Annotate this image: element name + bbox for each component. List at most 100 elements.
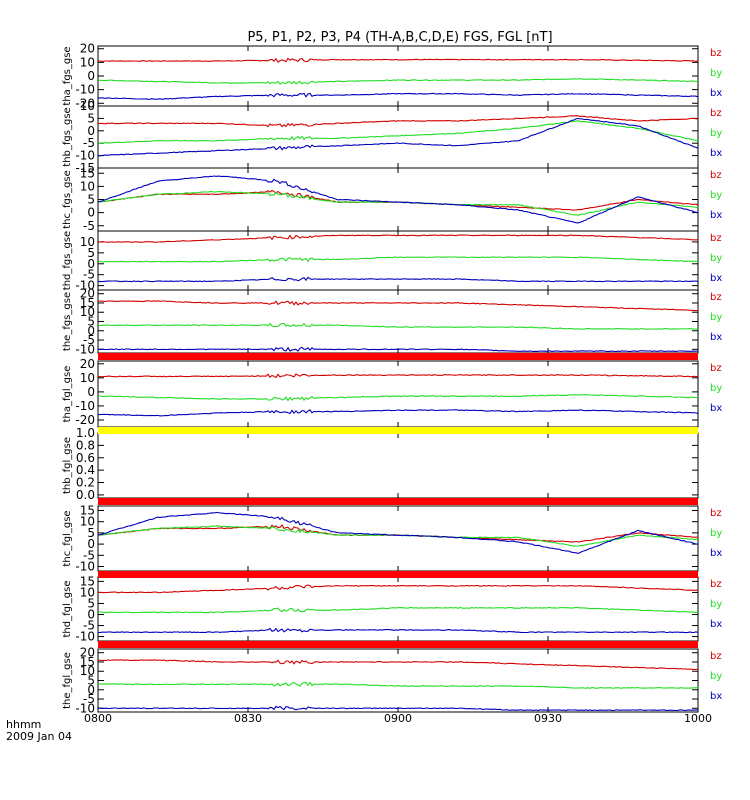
legend-bz: bz [710,48,722,59]
panel-frame [97,289,699,354]
y-tick-label: 5 [87,315,95,329]
y-tick-label: 0 [87,69,95,83]
y-tick-label: -5 [83,692,95,706]
y-tick-label: 1.0 [76,426,95,440]
y-tick-label: 5 [87,674,95,688]
y-axis-label: thd_fgs_gse [62,231,73,290]
y-axis-label: thc_fgs_gse [62,170,73,229]
legend-by: by [710,312,722,323]
legend-by: by [710,68,722,79]
x-tick-label: 0830 [234,712,262,725]
y-tick-label: 10 [80,305,95,319]
status-bar-red [98,571,698,578]
y-tick-label: 15 [80,503,95,517]
y-tick-label: 0.2 [76,476,95,490]
series-bx-line [97,346,699,353]
y-tick-label: -10 [75,630,95,644]
series-bx-line [97,409,699,417]
series-bx-line [97,276,699,283]
series-by-line [97,256,699,263]
y-tick-label: -10 [75,399,95,413]
footer-line1: hhmm [6,718,41,731]
legend-by: by [710,128,722,139]
legend-bz: bz [710,292,722,303]
y-tick-label: 5 [87,526,95,540]
status-bar-yellow [98,427,698,434]
y-tick-label: 5 [87,193,95,207]
y-tick-label: 10 [80,585,95,599]
y-tick-label: 0 [87,683,95,697]
y-tick-label: -5 [83,268,95,282]
series-bz-line [97,115,698,128]
y-tick-label: 10 [80,55,95,69]
y-tick-label: 15 [80,296,95,310]
y-tick-label: 0 [87,124,95,138]
y-axis-label: tha_fgl_gse [62,366,73,423]
series-bx-line [97,705,698,712]
legend-bx: bx [710,548,722,559]
series-bz-line [98,57,699,63]
series-by-line [97,681,699,689]
legend-bx: bx [710,273,722,284]
y-tick-label: -10 [75,279,95,293]
series-bx-line [97,92,699,100]
legend-bz: bz [710,651,722,662]
y-tick-label: 15 [80,574,95,588]
y-tick-label: -5 [83,333,95,347]
y-tick-label: 10 [80,235,95,249]
y-tick-label: -5 [83,219,95,233]
legend-bz: bz [710,579,722,590]
y-tick-label: 0 [87,206,95,220]
panel-frame [97,432,699,499]
series-bx-line [97,627,699,634]
legend-by: by [710,528,722,539]
y-tick-label: 5 [87,246,95,260]
y-tick-label: 20 [80,287,95,301]
y-tick-label: 5 [87,111,95,125]
x-tick-label: 0930 [534,712,562,725]
footer-line2: 2009 Jan 04 [6,730,72,743]
legend-by: by [710,671,722,682]
legend-by: by [710,253,722,264]
series-bz-line [97,300,698,312]
status-bar-red [98,498,698,505]
y-tick-label: 20 [80,42,95,56]
y-tick-label: -15 [75,161,95,175]
y-axis-label: the_fgl_gse [62,652,73,709]
y-tick-label: 0.4 [76,463,95,477]
status-bar-red [98,353,698,360]
series-by-line [97,190,699,216]
y-tick-label: 0 [87,537,95,551]
y-tick-label: 10 [80,371,95,385]
y-axis-label: thd_fgl_gse [62,581,73,638]
legend-bx: bx [710,619,722,630]
y-tick-label: -10 [75,83,95,97]
panel-frame [97,105,699,169]
series-bx-line [97,117,699,157]
y-tick-label: 10 [80,179,95,193]
panel-frame [97,45,699,107]
series-bz-line [97,584,699,594]
x-tick-label: 0900 [384,712,412,725]
x-tick-label: 1000 [684,712,712,725]
series-by-line [97,78,698,85]
y-axis-label: thc_fgl_gse [62,510,73,566]
legend-bz: bz [710,363,722,374]
legend-by: by [710,599,722,610]
y-tick-label: 15 [80,655,95,669]
legend-bz: bz [710,108,722,119]
y-tick-label: -10 [75,701,95,715]
y-tick-label: -10 [75,149,95,163]
legend-bz: bz [710,170,722,181]
y-tick-label: 0.0 [76,488,95,502]
series-by-line [97,322,699,330]
y-tick-label: -5 [83,619,95,633]
y-tick-label: -10 [75,560,95,574]
